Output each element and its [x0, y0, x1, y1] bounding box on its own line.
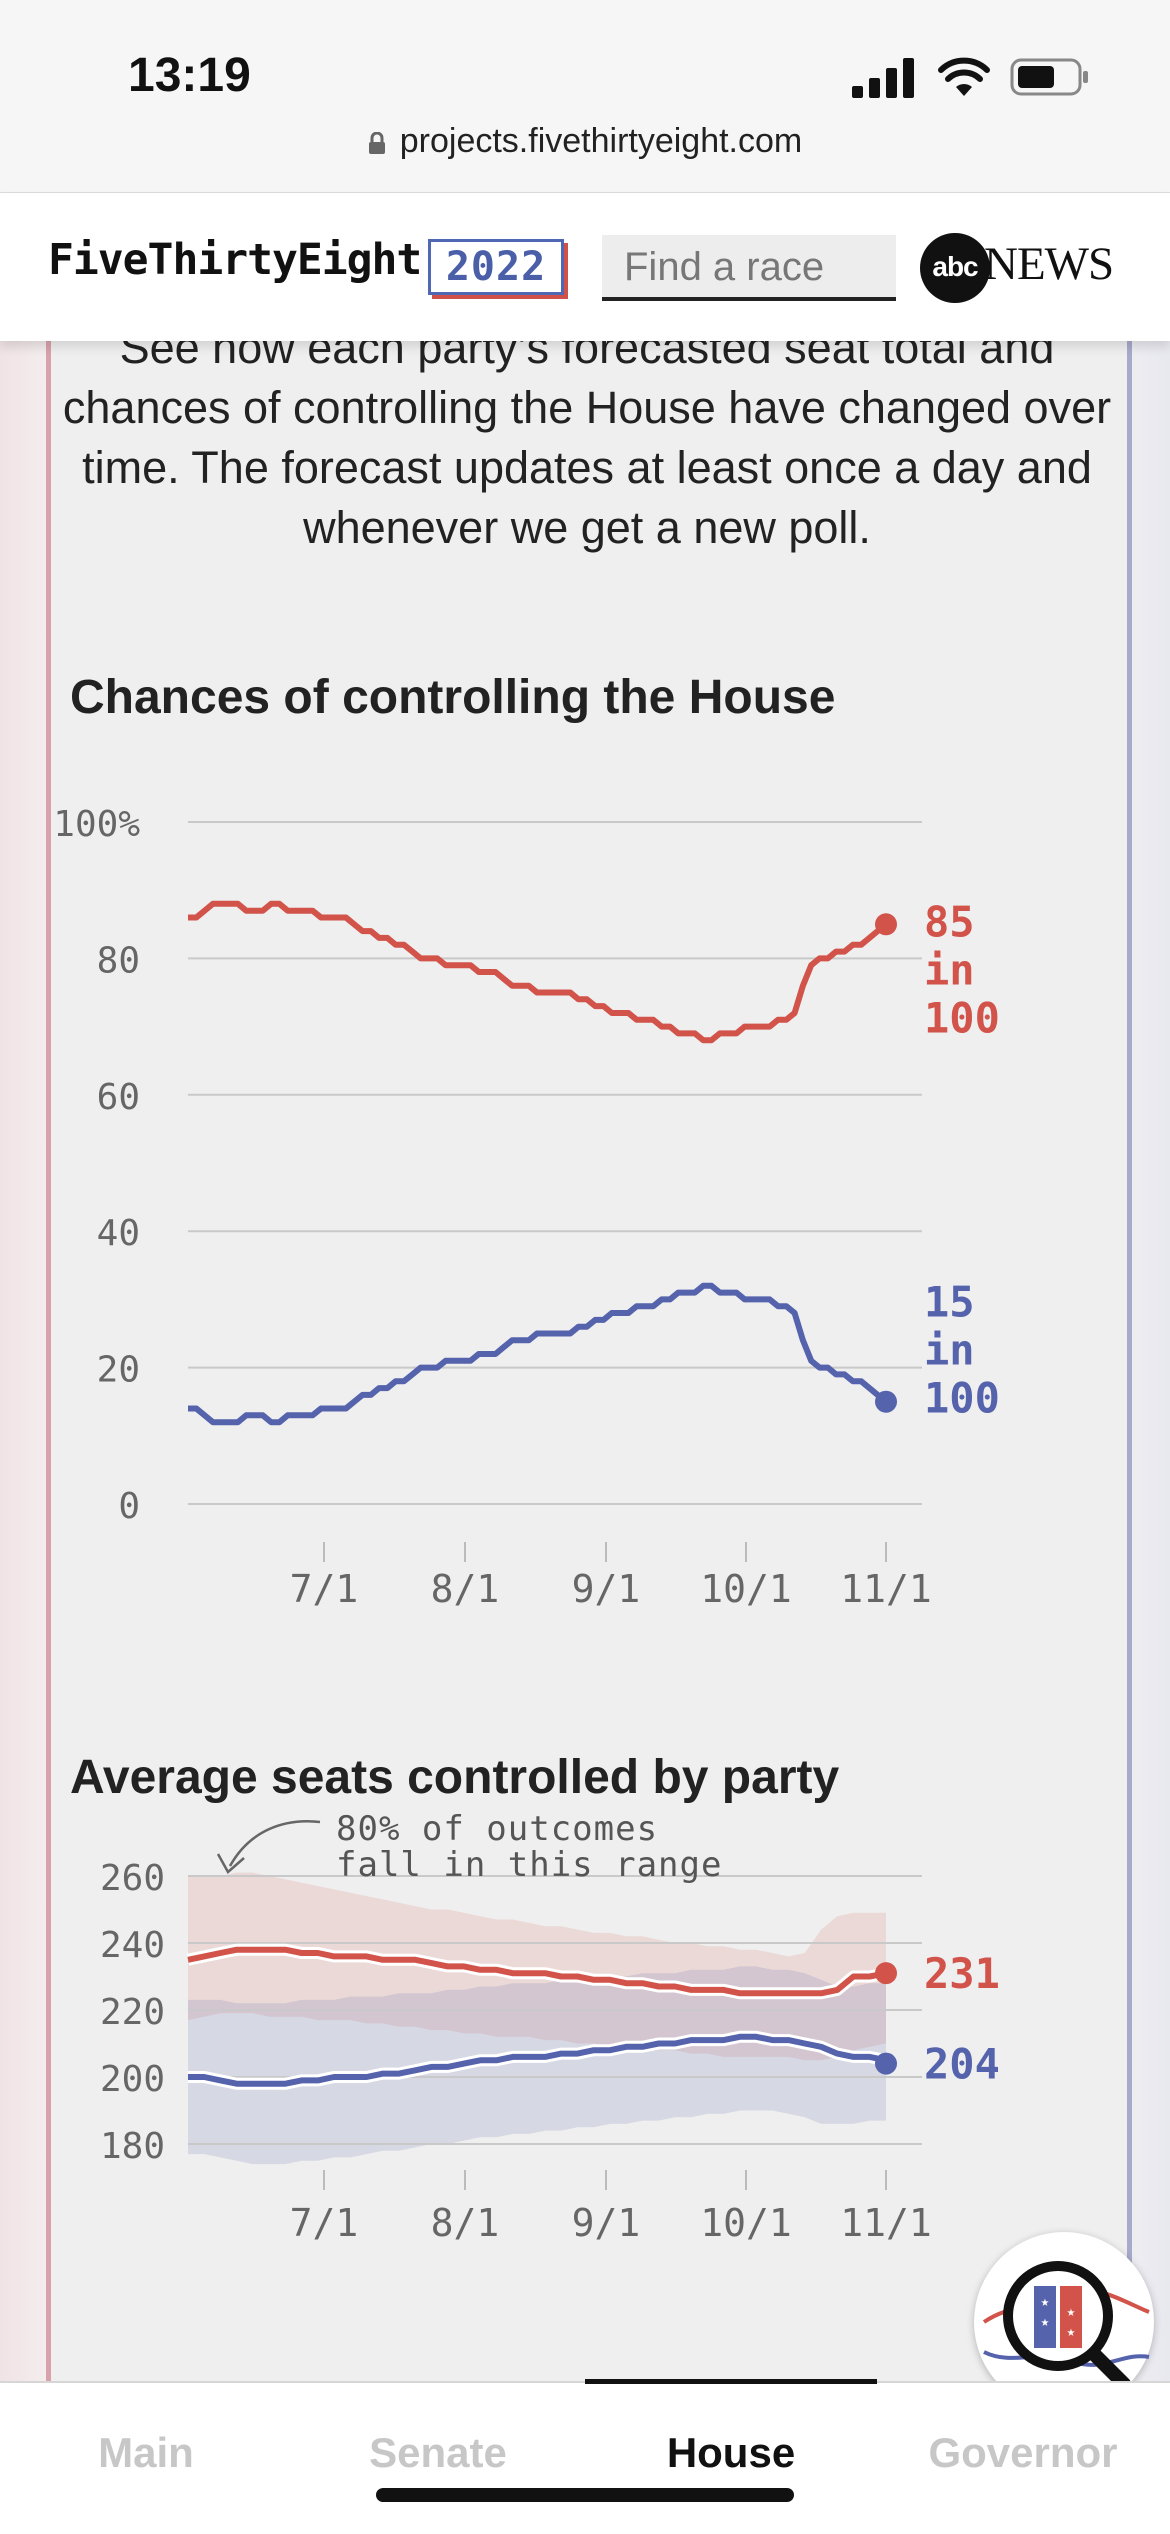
- democrat-label: in: [924, 1326, 975, 1375]
- y-tick-label: 260: [100, 1858, 165, 1899]
- search-input[interactable]: [602, 235, 896, 299]
- republican-line: [188, 900, 888, 1044]
- site-header: FiveThirtyEight 2022 abc NEWS: [0, 193, 1170, 341]
- y-tick-label: 240: [100, 1925, 165, 1966]
- democrat-label: 100: [924, 1374, 1000, 1423]
- svg-text:★: ★: [1067, 2324, 1076, 2340]
- abc-logo[interactable]: abc: [920, 233, 990, 303]
- active-tab-indicator: [585, 2379, 877, 2384]
- annotation-arrowhead: [216, 1853, 245, 1874]
- bottom-nav: Main Senate House Governor: [0, 2379, 1170, 2534]
- url-text: projects.fivethirtyeight.com: [399, 122, 803, 160]
- seats-chart: 260 240 220 200 180 7/1 8/1 9/1 10/1 11/1 231 204 80…: [100, 1809, 1000, 2245]
- y-tick-label: 0: [118, 1486, 140, 1527]
- status-bar: 13:19 projects.fivethirtyeight.com: [0, 0, 1170, 193]
- news-wordmark[interactable]: NEWS: [984, 238, 1114, 290]
- y-tick-label: 100%: [53, 804, 140, 845]
- republican-label: 100: [924, 993, 1000, 1042]
- republican-label: 231: [924, 1949, 1000, 1998]
- y-tick-label: 220: [100, 1992, 165, 2033]
- republican-range-band: [188, 1872, 886, 2061]
- magnifier-flag-icon: ★ ★ ★ ★: [982, 2261, 1150, 2391]
- svg-text:★: ★: [1041, 2294, 1050, 2310]
- site-logo[interactable]: FiveThirtyEight: [48, 235, 422, 285]
- republican-line: [187, 1946, 887, 1997]
- lock-icon: [368, 132, 385, 154]
- democrat-endpoint: [875, 2052, 897, 2075]
- address-bar[interactable]: projects.fivethirtyeight.com: [0, 122, 1170, 161]
- intro-text: See how each party’s forecasted seat tot…: [62, 322, 1112, 553]
- democrat-range-band: [188, 1966, 886, 2165]
- democrat-line: [188, 1282, 888, 1426]
- x-tick-label: 10/1: [700, 2201, 792, 2245]
- x-tick-label: 11/1: [840, 2201, 932, 2245]
- x-tick-label: 8/1: [431, 2201, 500, 2245]
- y-tick-label: 20: [97, 1350, 140, 1391]
- x-tick-label: 8/1: [431, 1567, 500, 1611]
- democrat-endpoint: [875, 1390, 897, 1413]
- annotation-arrow: [228, 1820, 321, 1867]
- seats-chart-title: Average seats controlled by party: [70, 1751, 840, 1804]
- home-indicator: [376, 2488, 794, 2502]
- y-tick-label: 80: [97, 940, 140, 981]
- svg-text:★: ★: [1041, 2314, 1050, 2330]
- democrat-label: 204: [924, 2040, 1000, 2089]
- status-time: 13:19: [128, 49, 251, 102]
- y-tick-label: 200: [100, 2059, 165, 2100]
- tab-house[interactable]: House: [666, 2429, 796, 2476]
- x-tick-label: 9/1: [572, 2201, 641, 2245]
- x-tick-label: 10/1: [700, 1567, 792, 1611]
- forecast-card: [46, 341, 1132, 2381]
- tab-main[interactable]: Main: [98, 2429, 194, 2476]
- x-tick-label: 11/1: [840, 1567, 932, 1611]
- tab-senate[interactable]: Senate: [369, 2429, 507, 2476]
- wifi-icon: [938, 57, 990, 96]
- x-tick-label: 7/1: [290, 1567, 359, 1611]
- cellular-signal-icon: [852, 58, 914, 98]
- svg-text:★: ★: [1067, 2304, 1076, 2320]
- x-tick-label: 9/1: [572, 1567, 641, 1611]
- democrat-line: [188, 2033, 887, 2087]
- republican-endpoint: [875, 1962, 897, 1985]
- y-tick-label: 40: [97, 1213, 140, 1254]
- democrat-label: 15: [924, 1278, 975, 1327]
- y-tick-label: 180: [100, 2126, 165, 2167]
- chance-chart-title: Chances of controlling the House: [70, 671, 836, 724]
- race-search[interactable]: [602, 235, 896, 301]
- range-annotation: 80% of outcomes: [336, 1809, 658, 1849]
- range-annotation: fall in this range: [336, 1845, 722, 1885]
- tab-governor[interactable]: Governor: [928, 2429, 1118, 2476]
- x-tick-label: 7/1: [290, 2201, 359, 2245]
- battery-icon: [1010, 58, 1088, 96]
- y-tick-label: 60: [97, 1077, 140, 1118]
- year-badge[interactable]: 2022: [428, 239, 564, 295]
- republican-label: 85: [924, 897, 975, 946]
- republican-endpoint: [875, 913, 897, 936]
- republican-label: in: [924, 945, 975, 994]
